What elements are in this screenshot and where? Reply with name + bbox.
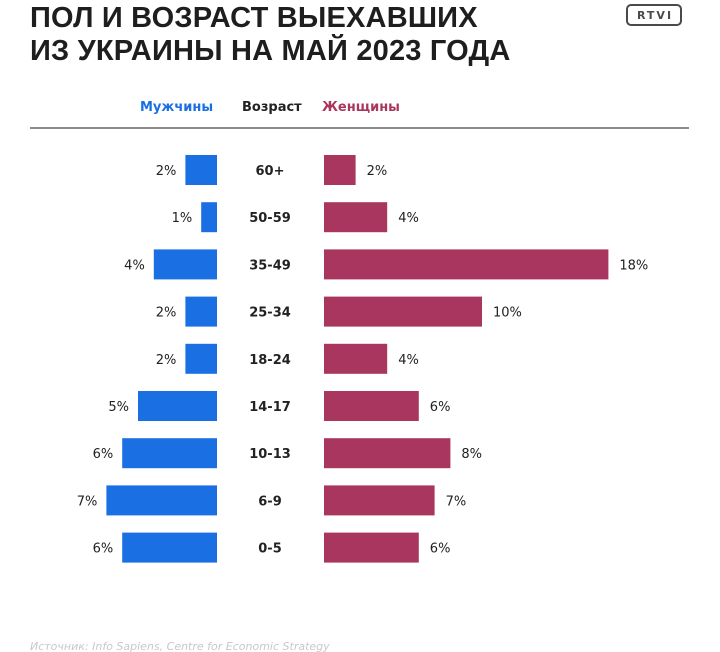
age-label-35-49: 35-49 <box>249 258 291 273</box>
men-bar-14-17 <box>138 391 217 421</box>
women-value-label-35-49: 18% <box>619 258 648 273</box>
women-bar-60+ <box>324 155 356 185</box>
women-value-label-25-34: 10% <box>493 306 522 321</box>
women-value-label-6-9: 7% <box>446 494 467 509</box>
age-label-60+: 60+ <box>256 164 285 179</box>
men-bar-0-5 <box>122 532 217 563</box>
age-label-25-34: 25-34 <box>249 306 291 321</box>
title-line-1: ПОЛ И ВОЗРАСТ ВЫЕХАВШИХ <box>30 2 478 34</box>
age-label-0-5: 0-5 <box>258 542 282 557</box>
men-value-label-18-24: 2% <box>156 353 177 368</box>
legend-women: Женщины <box>322 100 400 115</box>
women-bar-25-34 <box>324 296 482 327</box>
men-value-label-60+: 2% <box>156 164 177 179</box>
men-bar-18-24 <box>185 343 217 374</box>
men-value-label-10-13: 6% <box>93 447 114 462</box>
women-bar-0-5 <box>324 532 419 563</box>
title-line-2: ИЗ УКРАИНЫ НА МАЙ 2023 ГОДА <box>30 35 511 67</box>
men-value-label-0-5: 6% <box>93 542 114 557</box>
women-value-label-10-13: 8% <box>461 447 482 462</box>
men-bar-25-34 <box>185 296 217 327</box>
women-bar-10-13 <box>324 438 451 469</box>
women-value-label-50-59: 4% <box>398 211 419 226</box>
men-value-label-14-17: 5% <box>108 400 129 415</box>
age-label-18-24: 18-24 <box>249 353 291 368</box>
women-bar-14-17 <box>324 391 419 421</box>
women-value-label-14-17: 6% <box>430 400 451 415</box>
women-value-label-60+: 2% <box>367 164 388 179</box>
men-bar-10-13 <box>122 438 217 469</box>
legend-men: Мужчины <box>140 100 214 115</box>
age-label-50-59: 50-59 <box>249 211 291 226</box>
men-bar-60+ <box>185 155 217 185</box>
men-value-label-50-59: 1% <box>172 211 193 226</box>
header-divider <box>30 127 689 129</box>
women-bar-35-49 <box>324 249 609 280</box>
men-bar-50-59 <box>201 202 217 233</box>
age-label-14-17: 14-17 <box>249 400 291 415</box>
age-label-10-13: 10-13 <box>249 447 291 462</box>
source-note: Источник: Info Sapiens, Centre for Econo… <box>30 640 330 652</box>
women-bar-6-9 <box>324 485 435 516</box>
men-value-label-6-9: 7% <box>77 494 98 509</box>
rtvi-logo: RTVI <box>626 4 682 26</box>
women-value-label-18-24: 4% <box>398 353 419 368</box>
page-title: ПОЛ И ВОЗРАСТ ВЫЕХАВШИХ ИЗ УКРАИНЫ НА МА… <box>30 2 590 68</box>
men-bar-6-9 <box>106 485 217 516</box>
men-value-label-25-34: 2% <box>156 306 177 321</box>
women-bar-18-24 <box>324 343 388 374</box>
women-value-label-0-5: 6% <box>430 542 451 557</box>
men-value-label-35-49: 4% <box>124 258 145 273</box>
women-bar-50-59 <box>324 202 388 233</box>
age-label-6-9: 6-9 <box>258 494 282 509</box>
men-bar-35-49 <box>153 249 217 280</box>
legend-age: Возраст <box>242 100 302 115</box>
